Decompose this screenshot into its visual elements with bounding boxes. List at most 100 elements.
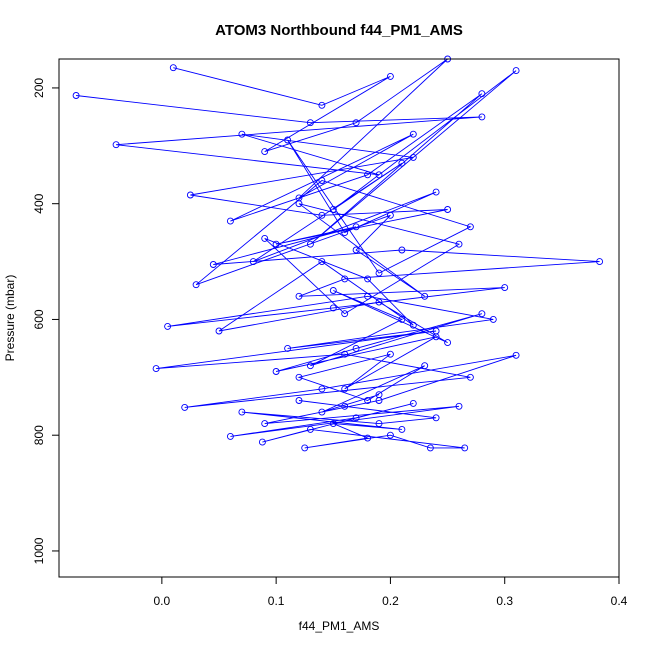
data-point xyxy=(409,130,417,138)
data-point xyxy=(329,304,337,312)
data-point xyxy=(432,327,440,335)
data-point xyxy=(386,72,394,80)
x-tick-label: 0.3 xyxy=(496,594,513,608)
data-point xyxy=(186,191,194,199)
data-point xyxy=(375,171,383,179)
data-point xyxy=(329,420,337,428)
data-point xyxy=(72,92,80,99)
data-point xyxy=(341,350,349,358)
data-point xyxy=(466,373,474,381)
x-tick-label: 0.2 xyxy=(382,594,399,608)
data-point xyxy=(318,211,326,219)
data-point xyxy=(455,402,463,410)
y-tick-label: 800 xyxy=(32,425,46,445)
data-point xyxy=(318,101,326,109)
data-point xyxy=(386,431,394,439)
data-point xyxy=(318,258,326,266)
data-point xyxy=(341,402,349,410)
data-point xyxy=(364,275,372,283)
data-point xyxy=(261,234,269,242)
data-point xyxy=(432,188,440,196)
data-point xyxy=(375,269,383,277)
data-point xyxy=(501,284,509,292)
x-tick-label: 0.1 xyxy=(268,594,285,608)
y-tick-label: 1000 xyxy=(32,537,46,564)
series-1-line xyxy=(173,58,517,413)
data-point xyxy=(164,322,172,330)
data-point xyxy=(169,64,177,72)
data-point xyxy=(306,425,314,433)
data-point xyxy=(444,339,452,347)
data-point xyxy=(226,432,234,440)
data-point xyxy=(261,148,269,156)
data-point xyxy=(409,153,417,161)
data-point xyxy=(295,292,303,300)
data-point xyxy=(426,444,434,452)
y-tick-label: 200 xyxy=(32,78,46,98)
data-point xyxy=(352,223,360,231)
data-point xyxy=(238,130,246,138)
data-point xyxy=(461,444,469,452)
plot-frame xyxy=(58,58,620,578)
x-tick-label: 0.4 xyxy=(611,594,628,608)
data-point xyxy=(318,408,326,416)
data-point xyxy=(386,350,394,358)
y-axis: 200 400 600 800 1000 xyxy=(32,78,60,564)
data-point xyxy=(512,351,520,359)
y-tick-label: 600 xyxy=(32,309,46,329)
data-point xyxy=(352,344,360,352)
data-point xyxy=(192,281,200,289)
series-2-line xyxy=(76,95,600,449)
data-point xyxy=(341,275,349,283)
data-point xyxy=(478,310,486,318)
data-point xyxy=(226,217,234,225)
x-axis: 0.0 0.1 0.2 0.3 0.4 xyxy=(154,576,628,608)
data-point xyxy=(398,159,406,167)
chart-title: ATOM3 Northbound f44_PM1_AMS xyxy=(215,22,463,39)
data-point xyxy=(306,362,314,370)
series-layer xyxy=(72,55,604,452)
data-point xyxy=(444,206,452,213)
data-point xyxy=(209,261,217,268)
data-point xyxy=(352,414,360,422)
data-point xyxy=(295,200,303,208)
data-point xyxy=(375,397,383,404)
data-point xyxy=(364,434,372,442)
data-point xyxy=(272,368,280,375)
data-point xyxy=(375,420,383,428)
data-point xyxy=(455,240,463,248)
data-point xyxy=(341,310,349,318)
data-point xyxy=(301,444,309,452)
data-point xyxy=(364,292,372,300)
data-point xyxy=(432,414,440,422)
data-point xyxy=(478,113,486,121)
y-tick-label: 400 xyxy=(32,193,46,213)
data-point xyxy=(318,177,326,184)
x-axis-label: f44_PM1_AMS xyxy=(299,619,380,633)
data-point xyxy=(466,223,474,231)
data-point xyxy=(352,246,360,254)
y-axis-label: Pressure (mbar) xyxy=(3,275,17,362)
data-point xyxy=(284,344,292,352)
plot-area xyxy=(72,55,604,452)
data-point xyxy=(181,403,189,411)
data-point xyxy=(596,258,604,266)
data-point xyxy=(306,240,314,248)
data-point xyxy=(306,119,314,127)
data-point xyxy=(238,408,246,416)
data-point xyxy=(478,90,486,98)
data-point xyxy=(409,399,417,407)
data-point xyxy=(398,425,406,433)
data-point xyxy=(258,438,266,446)
data-point xyxy=(352,119,360,127)
data-point xyxy=(489,315,497,323)
data-point xyxy=(398,246,406,254)
data-point xyxy=(295,373,303,381)
data-point xyxy=(512,67,520,75)
data-point xyxy=(152,365,160,373)
data-point xyxy=(409,321,417,329)
data-point xyxy=(398,315,406,323)
x-tick-label: 0.0 xyxy=(154,594,171,608)
data-point xyxy=(341,385,349,393)
data-point xyxy=(272,240,280,248)
